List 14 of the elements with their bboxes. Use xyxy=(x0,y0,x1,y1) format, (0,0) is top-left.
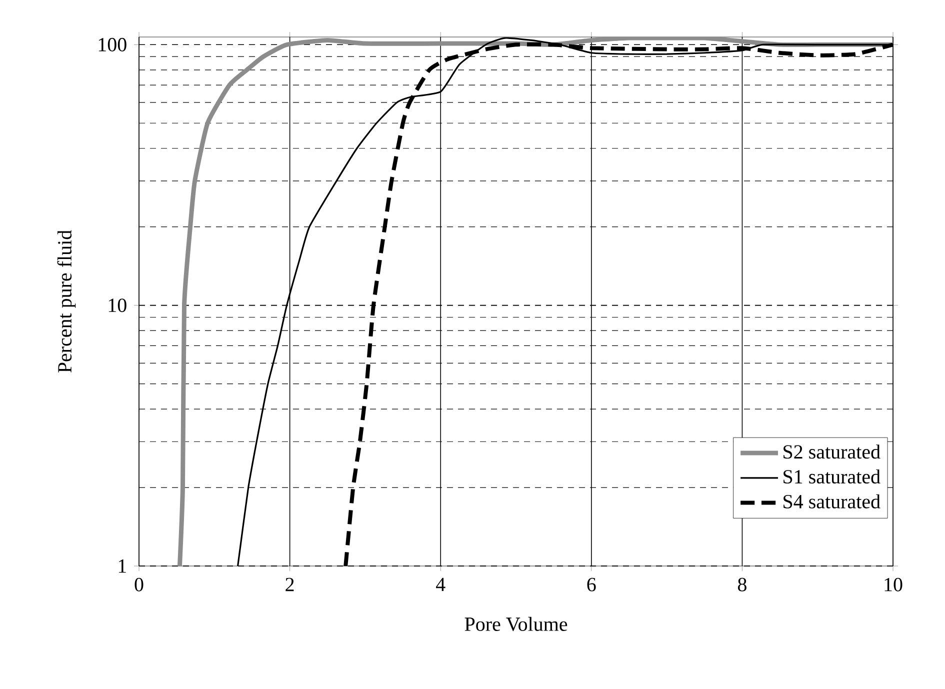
x-tick-label: 2 xyxy=(286,578,294,592)
x-tick-label: 4 xyxy=(436,578,446,592)
y-axis-title: Percent pure fluid xyxy=(57,230,76,373)
x-tick-label: 0 xyxy=(134,578,144,592)
y-tick-label: 10 xyxy=(108,298,126,312)
x-tick-label: 10 xyxy=(884,578,902,592)
x-axis-title: Pore Volume xyxy=(464,616,568,632)
legend-label: S4 saturated xyxy=(784,494,880,508)
x-tick-label: 6 xyxy=(587,578,596,592)
y-tick-label: 100 xyxy=(98,38,126,52)
x-tick-label: 8 xyxy=(738,578,746,592)
legend-label: S2 saturated xyxy=(784,444,880,459)
y-tick-label: 1 xyxy=(118,559,126,573)
legend-label: S1 saturated xyxy=(784,469,880,484)
